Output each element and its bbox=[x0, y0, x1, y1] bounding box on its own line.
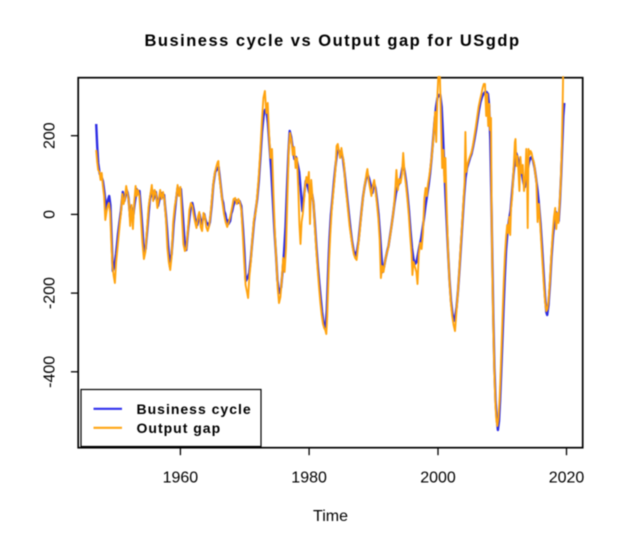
svg-text:Business cycle vs Output gap f: Business cycle vs Output gap for USgdp bbox=[144, 32, 520, 50]
svg-text:1960: 1960 bbox=[163, 470, 199, 487]
svg-text:-400: -400 bbox=[42, 356, 59, 388]
svg-text:Business cycle: Business cycle bbox=[137, 401, 252, 417]
svg-text:1980: 1980 bbox=[291, 470, 327, 487]
svg-text:2000: 2000 bbox=[420, 470, 456, 487]
svg-text:Time: Time bbox=[313, 508, 348, 525]
svg-text:200: 200 bbox=[42, 122, 59, 149]
svg-text:-200: -200 bbox=[42, 277, 59, 309]
svg-text:2020: 2020 bbox=[549, 470, 585, 487]
svg-text:0: 0 bbox=[42, 210, 59, 219]
svg-text:Output gap: Output gap bbox=[137, 420, 222, 436]
